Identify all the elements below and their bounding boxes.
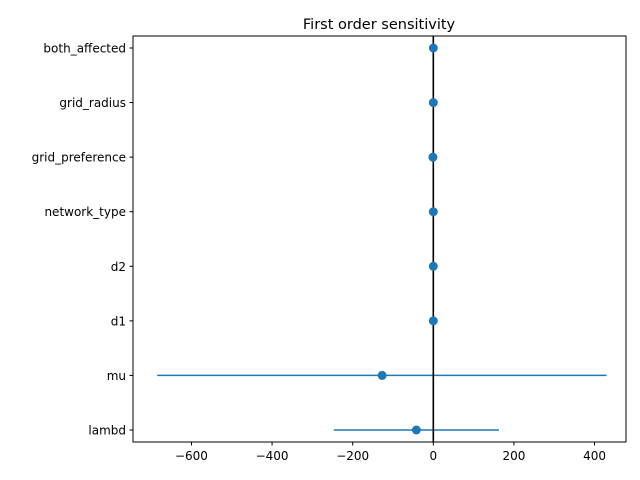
- x-tick-label-400: 400: [583, 449, 606, 463]
- x-tick-label-200: 200: [502, 449, 525, 463]
- chart-title: First order sensitivity: [303, 17, 456, 33]
- y-tick-label-d2: d2: [111, 260, 126, 274]
- point-lambd: [411, 425, 421, 435]
- point-d1: [428, 316, 438, 326]
- x-tick-label--600: −600: [175, 449, 208, 463]
- point-grid_preference: [428, 152, 438, 162]
- y-tick-label-grid_preference: grid_preference: [32, 151, 126, 165]
- point-d2: [428, 261, 438, 271]
- point-both_affected: [428, 43, 438, 53]
- y-tick-label-d1: d1: [111, 314, 126, 328]
- point-network_type: [428, 207, 438, 217]
- point-grid_radius: [428, 98, 438, 108]
- y-tick-label-grid_radius: grid_radius: [59, 96, 126, 110]
- y-tick-label-network_type: network_type: [44, 205, 126, 219]
- point-mu: [377, 370, 387, 380]
- y-tick-label-both_affected: both_affected: [43, 42, 126, 56]
- x-tick-label-0: 0: [429, 449, 437, 463]
- y-tick-label-mu: mu: [107, 369, 126, 383]
- x-tick-label--200: −200: [336, 449, 369, 463]
- plot-frame: [132, 35, 627, 443]
- x-tick-label--400: −400: [256, 449, 289, 463]
- y-tick-label-lambd: lambd: [88, 424, 126, 438]
